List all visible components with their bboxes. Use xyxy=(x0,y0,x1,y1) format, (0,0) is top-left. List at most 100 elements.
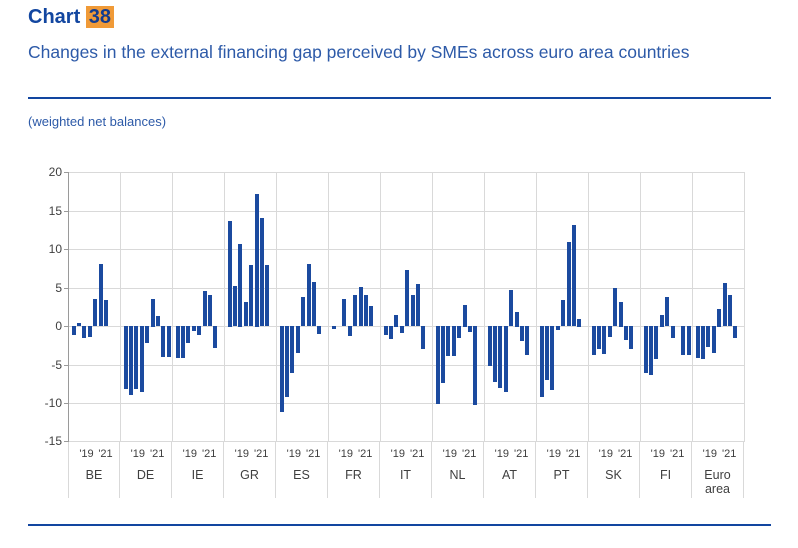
x-label-cell-PT: '19 '21 PT xyxy=(536,442,588,498)
bar-group-Euro-area xyxy=(693,172,745,442)
bar xyxy=(727,295,732,326)
year-label-19: '19 xyxy=(702,448,718,460)
bar xyxy=(254,194,259,327)
bar xyxy=(498,326,503,388)
country-label: AT xyxy=(501,468,518,482)
bar xyxy=(654,326,659,359)
y-tick-label-10: 10 xyxy=(48,242,62,256)
country-label: FR xyxy=(345,468,362,482)
bar xyxy=(284,326,289,397)
bar xyxy=(295,326,300,353)
bar xyxy=(150,299,155,327)
plot-area xyxy=(68,172,745,442)
x-label-cell-IE: '19 '21 IE xyxy=(172,442,224,498)
bar xyxy=(566,242,571,326)
bar xyxy=(539,326,544,397)
bar xyxy=(410,295,415,326)
y-tick-label--15: -15 xyxy=(44,434,62,448)
y-tick-mark xyxy=(64,441,68,442)
year-label-21: '21 xyxy=(410,448,425,460)
chart-title-word: Chart xyxy=(28,6,81,28)
bar xyxy=(717,309,722,327)
bar xyxy=(306,264,311,326)
bar xyxy=(383,326,388,335)
bar xyxy=(722,283,727,326)
year-label-19: '19 xyxy=(182,448,198,460)
bar xyxy=(525,326,530,355)
bar xyxy=(618,302,623,327)
x-axis-labels: '19 '21 BE '19 '21 DE '19 '21 IE '19 '21 GR '19 '21 ES… xyxy=(68,442,744,498)
gridline--15 xyxy=(69,441,745,442)
bar-group-BE xyxy=(69,172,121,442)
y-tick-mark xyxy=(64,172,68,173)
bar xyxy=(648,326,653,375)
bar xyxy=(207,295,212,326)
bar xyxy=(544,326,549,380)
bar xyxy=(665,297,670,326)
year-label-19: '19 xyxy=(442,448,458,460)
bar xyxy=(623,326,628,340)
x-label-cell-IT: '19 '21 IT xyxy=(380,442,432,498)
chart-subtitle: Changes in the external financing gap pe… xyxy=(28,42,690,62)
chart-title: Chart 38 xyxy=(28,6,115,29)
bar xyxy=(514,312,519,327)
gridline-15 xyxy=(69,211,745,212)
bar xyxy=(331,326,336,329)
bar-groups xyxy=(69,172,745,442)
x-label-cell-FI: '19 '21 FI xyxy=(640,442,692,498)
year-label-21: '21 xyxy=(98,448,113,460)
year-label-21: '21 xyxy=(358,448,373,460)
y-tick-mark xyxy=(64,403,68,404)
bar xyxy=(421,326,426,349)
bar xyxy=(681,326,686,355)
year-label-21: '21 xyxy=(566,448,581,460)
y-tick-mark xyxy=(64,211,68,212)
bar xyxy=(591,326,596,355)
bar xyxy=(197,326,202,335)
bar xyxy=(487,326,492,366)
bar xyxy=(509,290,514,326)
y-tick-label--10: -10 xyxy=(44,396,62,410)
year-label-19: '19 xyxy=(494,448,510,460)
bar xyxy=(202,291,207,326)
country-label: IE xyxy=(191,468,204,482)
bar xyxy=(613,288,618,326)
bar xyxy=(686,326,691,355)
bar xyxy=(82,326,87,338)
gridline--10 xyxy=(69,403,745,404)
bar xyxy=(249,265,254,326)
bar xyxy=(415,284,420,326)
bar xyxy=(435,326,440,404)
bar xyxy=(706,326,711,347)
units-note: (weighted net balances) xyxy=(28,114,167,129)
bar xyxy=(98,264,103,326)
bar xyxy=(155,316,160,326)
bar xyxy=(301,297,306,326)
year-label-19: '19 xyxy=(130,448,146,460)
gridline-0 xyxy=(69,326,745,327)
bar xyxy=(457,326,462,338)
bar xyxy=(139,326,144,392)
bar xyxy=(186,326,191,343)
y-tick-label-5: 5 xyxy=(55,281,62,295)
x-label-cell-ES: '19 '21 ES xyxy=(276,442,328,498)
year-label-19: '19 xyxy=(234,448,250,460)
country-label: FI xyxy=(659,468,672,482)
country-label: SK xyxy=(605,468,622,482)
bar xyxy=(123,326,128,389)
bar xyxy=(602,326,607,354)
bar xyxy=(358,287,363,326)
bar xyxy=(259,218,264,326)
x-label-cell-AT: '19 '21 AT xyxy=(484,442,536,498)
bar xyxy=(571,225,576,326)
year-label-19: '19 xyxy=(390,448,406,460)
bar xyxy=(87,326,92,337)
bar-group-AT xyxy=(485,172,537,442)
bar xyxy=(467,326,472,332)
year-label-19: '19 xyxy=(338,448,354,460)
year-label-21: '21 xyxy=(202,448,217,460)
bar xyxy=(347,326,352,336)
bar xyxy=(550,326,555,390)
country-label: PT xyxy=(553,468,570,482)
bar xyxy=(76,323,81,326)
